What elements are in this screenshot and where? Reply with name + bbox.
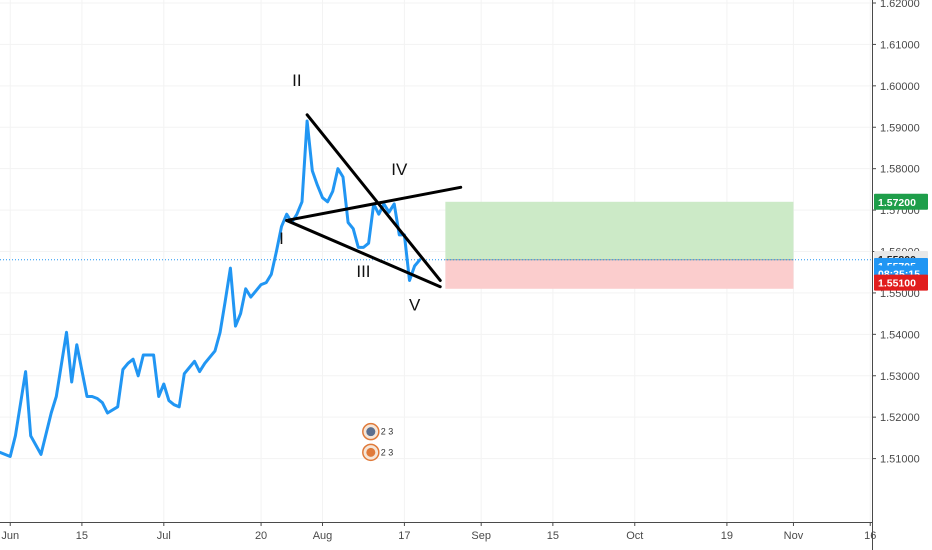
event-markers[interactable]: 2 3 2 3 bbox=[362, 422, 394, 462]
y-tick-label: 1.60000 bbox=[880, 81, 920, 93]
event-marker-icon[interactable]: 2 3 bbox=[362, 443, 394, 462]
x-tick-label: Aug bbox=[313, 530, 333, 542]
x-tick-label: 19 bbox=[721, 530, 733, 542]
x-tick-label: Oct bbox=[626, 530, 643, 542]
y-tick-label: 1.61000 bbox=[880, 39, 920, 51]
x-tick-label: Jun bbox=[1, 530, 19, 542]
y-tick-label: 1.54000 bbox=[880, 329, 920, 341]
x-tick-label: 15 bbox=[76, 530, 88, 542]
trendline[interactable] bbox=[305, 113, 442, 282]
y-tick-label: 1.58000 bbox=[880, 164, 920, 176]
long-position-tool[interactable] bbox=[445, 201, 794, 289]
price-tags: 1.572001.558001.5579508:35:151.55100 bbox=[874, 193, 928, 291]
y-tick-label: 1.59000 bbox=[880, 122, 920, 134]
price-tag-bg bbox=[874, 193, 928, 210]
trendlines[interactable] bbox=[285, 113, 463, 289]
price-tag: 1.57200 bbox=[874, 193, 928, 210]
wave-label: II bbox=[292, 71, 301, 90]
price-line bbox=[0, 119, 422, 458]
event-marker-count: 2 3 bbox=[381, 447, 394, 457]
wave-label: IV bbox=[391, 160, 408, 179]
y-tick-label: 1.52000 bbox=[880, 412, 920, 424]
wave-label: I bbox=[279, 229, 284, 248]
grid-lines bbox=[0, 0, 872, 522]
y-tick-label: 1.55000 bbox=[880, 288, 920, 300]
wave-label: III bbox=[356, 262, 370, 281]
event-marker-icon[interactable]: 2 3 bbox=[362, 422, 394, 441]
event-marker-core bbox=[366, 427, 376, 437]
event-marker-core bbox=[366, 447, 376, 457]
y-tick-label: 1.51000 bbox=[880, 454, 920, 466]
x-tick-label: 17 bbox=[398, 530, 410, 542]
trendline[interactable] bbox=[285, 185, 463, 222]
wave-label: V bbox=[409, 296, 421, 315]
x-tick-label: Sep bbox=[471, 530, 491, 542]
price-tag-bg bbox=[874, 274, 928, 291]
price-tag: 1.55100 bbox=[874, 274, 928, 291]
x-tick-label: 20 bbox=[255, 530, 267, 542]
event-marker-count: 2 3 bbox=[381, 427, 394, 437]
price-tag-label: 1.57200 bbox=[878, 197, 916, 209]
x-tick-label: Nov bbox=[784, 530, 804, 542]
x-tick-label: Jul bbox=[157, 530, 171, 542]
price-tag-label: 1.55100 bbox=[878, 278, 916, 290]
position-profit-zone[interactable] bbox=[445, 201, 794, 260]
x-tick-label: 16 bbox=[864, 530, 876, 542]
x-tick-label: 15 bbox=[547, 530, 559, 542]
position-loss-zone[interactable] bbox=[445, 259, 794, 289]
y-tick-label: 1.53000 bbox=[880, 371, 920, 383]
trendline[interactable] bbox=[285, 218, 442, 289]
y-tick-label: 1.62000 bbox=[880, 0, 920, 10]
price-series bbox=[0, 119, 422, 458]
time-axis-bg bbox=[0, 522, 872, 550]
